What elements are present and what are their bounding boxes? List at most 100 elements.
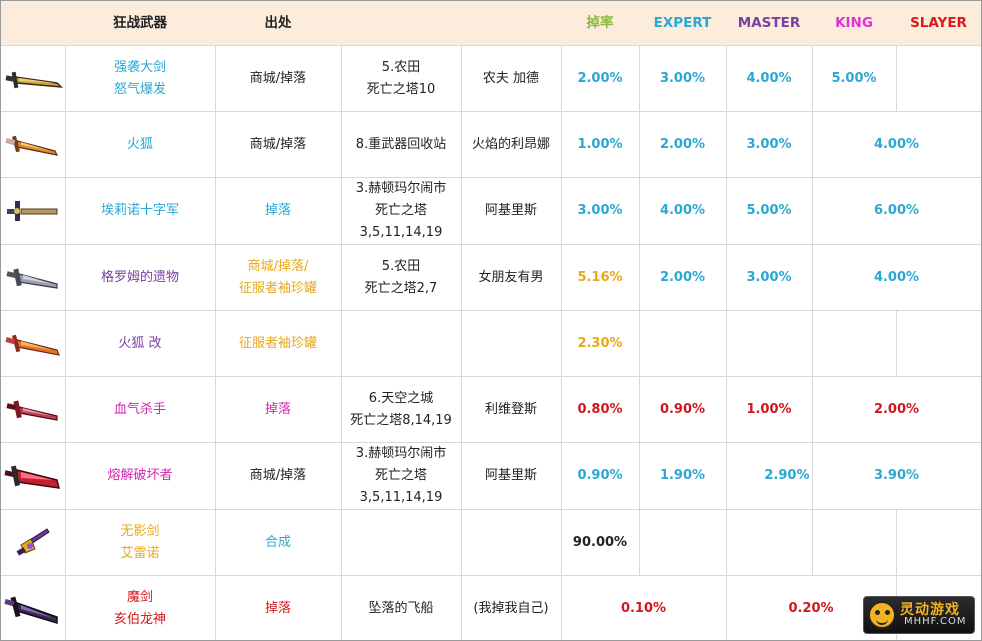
table-row: 血气杀手 掉落 6.天空之城 死亡之塔8,14,19 利维登斯 0.80% 0.9… <box>1 376 981 443</box>
shadowless-sword-icon <box>16 527 50 556</box>
master-rate: 5.00% <box>726 177 813 245</box>
king-slayer-rate: 4.00% <box>812 111 981 178</box>
relic-sword-icon <box>6 268 58 289</box>
expert-rate: 0.90% <box>639 376 727 443</box>
drop-rate: 0.80% <box>561 376 640 443</box>
weapon-image-cell <box>1 177 66 245</box>
weapon-name: 火狐 改 <box>65 310 216 377</box>
watermark-text: 灵动游戏 <box>900 602 960 618</box>
watermark-url: MHHF.COM <box>904 616 967 627</box>
melt-destroyer-sword-icon <box>4 465 60 489</box>
drop-rate: 0.90% <box>561 442 640 510</box>
weapon-source: 掉落 <box>215 575 342 640</box>
king-slayer-rate: 6.00% <box>812 177 981 245</box>
weapon-location: 5.农田 死亡之塔10 <box>341 45 462 112</box>
flame-fox-kai-sword-icon <box>5 334 60 356</box>
header-icon-cell <box>1 1 65 46</box>
weapon-location <box>341 310 462 377</box>
weapon-name: 魔剑 亥伯龙神 <box>65 575 216 640</box>
expert-rate <box>639 509 727 576</box>
master-rate: 1.00% <box>726 376 813 443</box>
weapon-location <box>341 509 462 576</box>
master-rate <box>726 310 813 377</box>
table-row: 熔解破坏者 商城/掉落 3.赫顿玛尔闹市 死亡之塔 3,5,11,14,19 阿基里… <box>1 442 981 510</box>
weapon-location: 5.农田 死亡之塔2,7 <box>341 244 462 311</box>
drop-rate: 3.00% <box>561 177 640 245</box>
weapon-image-cell <box>1 244 66 311</box>
weapon-boss: 阿基里斯 <box>461 442 562 510</box>
header-source: 出处 <box>215 1 341 46</box>
weapon-boss <box>461 509 562 576</box>
crusader-sword-icon <box>6 201 58 221</box>
header-king: KING <box>812 1 896 46</box>
weapon-source: 掉落 <box>215 376 342 443</box>
expert-rate: 1.90% <box>639 442 727 510</box>
weapon-name: 火狐 <box>65 111 216 178</box>
weapon-name: 血气杀手 <box>65 376 216 443</box>
weapon-source: 征服者袖珍罐 <box>215 310 342 377</box>
weapon-image-cell <box>1 376 66 443</box>
flame-fox-sword-icon <box>5 135 58 156</box>
weapon-image-cell <box>1 442 66 510</box>
mascot-face-icon <box>868 601 896 629</box>
header-drop-rate: 掉率 <box>561 1 639 46</box>
weapon-boss: 火焰的利昂娜 <box>461 111 562 178</box>
weapon-location: 坠落的飞船 <box>341 575 462 640</box>
weapon-name: 埃莉诺十字军 <box>65 177 216 245</box>
weapon-name: 熔解破坏者 <box>65 442 216 510</box>
expert-rate: 3.00% <box>639 45 727 112</box>
drop-expert-rate: 0.10% <box>561 575 727 640</box>
weapon-image-cell <box>1 111 66 178</box>
drop-rate: 1.00% <box>561 111 640 178</box>
header-location <box>341 1 461 46</box>
drop-rate: 2.00% <box>561 45 640 112</box>
weapon-image-cell <box>1 45 66 112</box>
expert-rate <box>639 310 727 377</box>
demon-sword-icon <box>4 596 58 624</box>
blood-killer-sword-icon <box>6 400 58 421</box>
slayer-rate <box>896 45 981 112</box>
weapon-boss: 农夫 加德 <box>461 45 562 112</box>
king-rate <box>812 310 897 377</box>
weapon-location: 8.重武器回收站 <box>341 111 462 178</box>
king-slayer-rate: 3.90% <box>812 442 981 510</box>
table-row: 火狐 商城/掉落 8.重武器回收站 火焰的利昂娜 1.00% 2.00% 3.0… <box>1 111 981 178</box>
master-rate: 4.00% <box>726 45 813 112</box>
weapon-source: 合成 <box>215 509 342 576</box>
header-weapon: 狂战武器 <box>65 1 215 46</box>
drop-rate: 90.00% <box>561 509 640 576</box>
table-row: 无影剑 艾雷诺 合成 90.00% <box>1 509 981 576</box>
weapon-source: 商城/掉落 <box>215 111 342 178</box>
king-rate <box>812 509 897 576</box>
header-master: MASTER <box>726 1 812 46</box>
master-rate: 2.90% <box>726 442 813 510</box>
weapon-source: 商城/掉落 <box>215 45 342 112</box>
master-rate: 3.00% <box>726 111 813 178</box>
weapon-location: 3.赫顿玛尔闹市 死亡之塔 3,5,11,14,19 <box>341 442 462 510</box>
expert-rate: 2.00% <box>639 111 727 178</box>
weapon-source: 商城/掉落/征服者袖珍罐 <box>215 244 342 311</box>
slayer-rate <box>896 310 981 377</box>
drop-rate: 5.16% <box>561 244 640 311</box>
header-expert: EXPERT <box>639 1 726 46</box>
table-header-row: 狂战武器 出处 掉率 EXPERT MASTER KING SLAYER <box>1 1 981 46</box>
weapon-location: 3.赫顿玛尔闹市 死亡之塔 3,5,11,14,19 <box>341 177 462 245</box>
weapon-boss: 女朋友有男 <box>461 244 562 311</box>
watermark-logo: 灵动游戏 MHHF.COM <box>863 596 975 634</box>
king-slayer-rate: 4.00% <box>812 244 981 311</box>
weapon-boss <box>461 310 562 377</box>
weapon-boss: 阿基里斯 <box>461 177 562 245</box>
weapon-boss: (我掉我自己) <box>461 575 562 640</box>
header-slayer: SLAYER <box>896 1 981 46</box>
master-rate: 3.00% <box>726 244 813 311</box>
slayer-rate <box>896 509 981 576</box>
weapon-name: 无影剑 艾雷诺 <box>65 509 216 576</box>
weapon-source: 商城/掉落 <box>215 442 342 510</box>
expert-rate: 4.00% <box>639 177 727 245</box>
greatsword-icon <box>5 71 63 88</box>
table-row: 强袭大剑 怒气爆发 商城/掉落 5.农田 死亡之塔10 农夫 加德 2.00% 3.… <box>1 45 981 112</box>
weapon-name: 强袭大剑 怒气爆发 <box>65 45 216 112</box>
weapon-boss: 利维登斯 <box>461 376 562 443</box>
